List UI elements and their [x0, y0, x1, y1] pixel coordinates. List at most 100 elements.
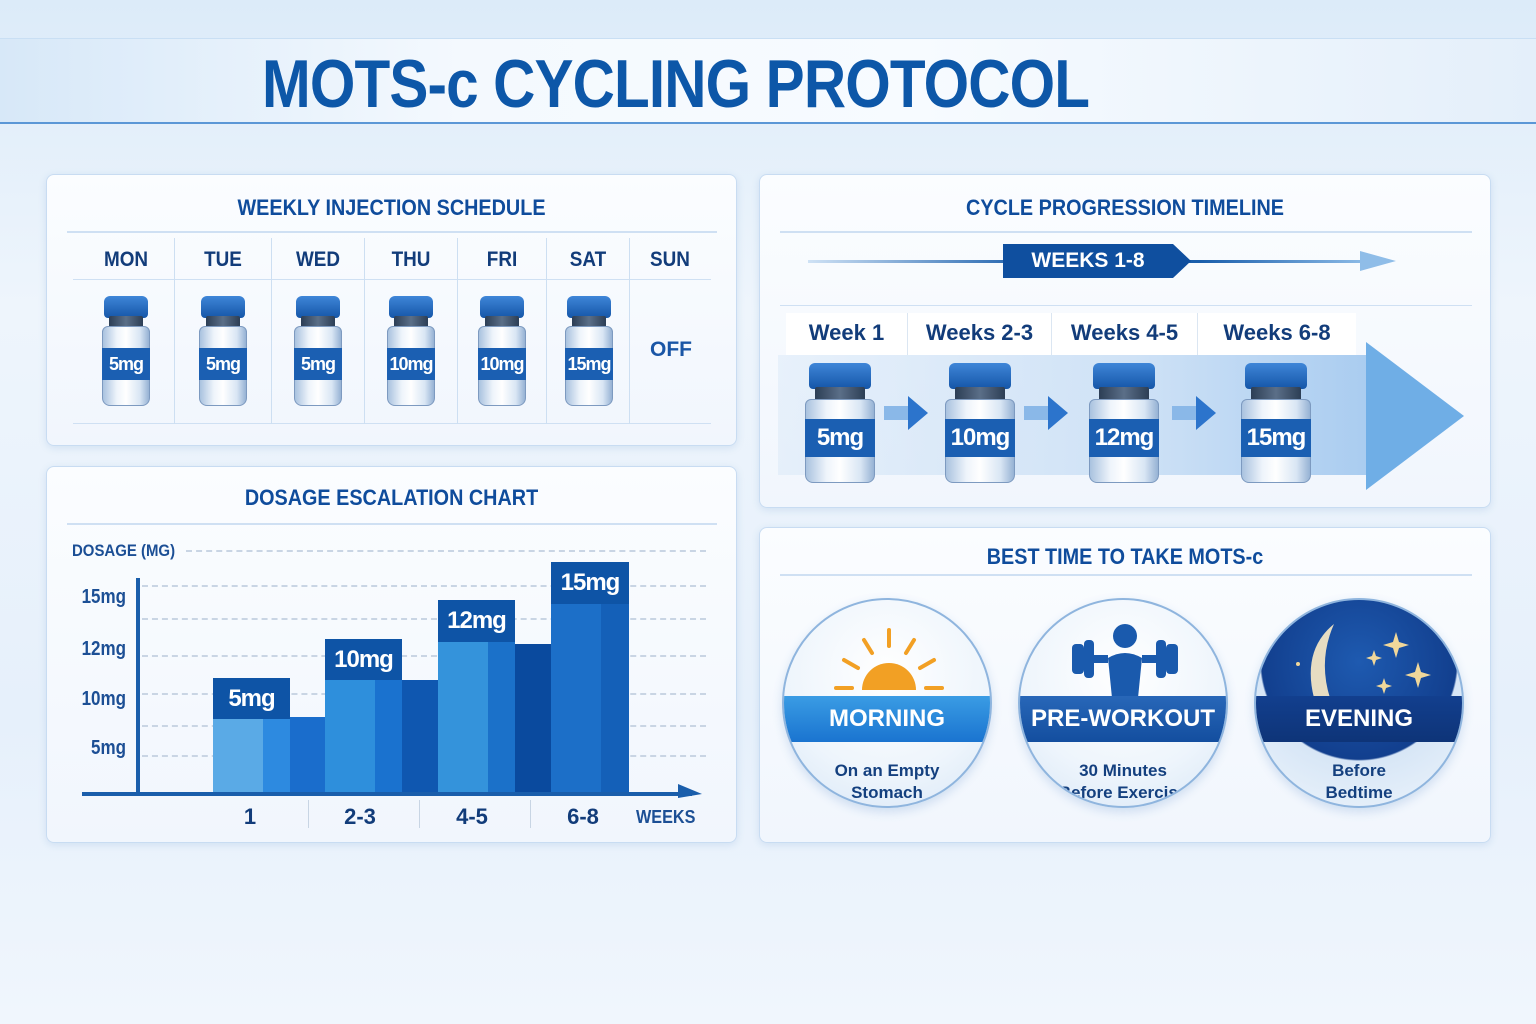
- divider: [73, 279, 711, 280]
- phase-header: Week 1: [786, 313, 908, 355]
- bar-week-2-3: [325, 680, 375, 792]
- day-column-wed: WED 5mg: [272, 238, 365, 424]
- bar-week-6-8: [551, 604, 601, 792]
- x-tick: 2-3: [344, 804, 376, 829]
- divider: [67, 231, 717, 233]
- day-column-sat: SAT 15mg: [547, 238, 630, 424]
- arrow-right-icon: [1172, 396, 1216, 430]
- bar-week-1: [213, 719, 263, 792]
- dose-label: 5mg: [199, 348, 247, 380]
- day-label: WED: [295, 248, 341, 271]
- dose-label: 10mg: [478, 348, 526, 380]
- day-column-thu: THU 10mg: [365, 238, 458, 424]
- phase-header: Weeks 2-3: [908, 313, 1052, 355]
- weeks-banner-label: WEEKS 1-8: [1031, 249, 1145, 272]
- dose-label: 5mg: [294, 348, 342, 380]
- dose-label: 10mg: [387, 348, 435, 380]
- x-axis-arrow-icon: [678, 784, 702, 798]
- x-axis: [82, 792, 692, 796]
- evening-sub: Before Bedtime: [1325, 761, 1393, 802]
- weeks-banner-tip: [1173, 244, 1191, 278]
- evening-circle: EVENING Before Bedtime: [1254, 598, 1464, 808]
- day-column-tue: TUE 5mg: [175, 238, 272, 424]
- day-column-sun: SUN OFF: [630, 238, 710, 424]
- divider: [67, 523, 717, 525]
- morning-circle: MORNING On an Empty Stomach: [782, 598, 992, 808]
- morning-label: MORNING: [784, 696, 990, 742]
- bar-week-2-3-side: [375, 680, 402, 792]
- bar-step: [515, 644, 551, 792]
- x-divider: [530, 800, 531, 828]
- dose-label: 10mg: [945, 419, 1015, 457]
- bar-label: 12mg: [438, 600, 515, 642]
- y-axis-label: DOSAGE (MG): [72, 541, 176, 560]
- bar-week-6-8-side: [601, 604, 629, 792]
- phase-header: Weeks 4-5: [1052, 313, 1198, 355]
- day-label: THU: [391, 248, 431, 271]
- dumbbell-person-icon: [1072, 624, 1178, 698]
- vial-icon: 15mg: [563, 296, 615, 406]
- bar-label: 15mg: [551, 562, 629, 604]
- arrow-right-icon: [884, 396, 928, 430]
- page-title: MOTS-c CYCLING PROTOCOL: [262, 46, 1090, 122]
- chart-title: DOSAGE ESCALATION CHART: [244, 485, 539, 510]
- divider: [780, 305, 1472, 306]
- sun-icon: [834, 628, 944, 690]
- bar-label: 10mg: [325, 639, 402, 680]
- divider: [73, 423, 711, 424]
- morning-sub: On an Empty Stomach: [834, 761, 940, 802]
- day-label: SAT: [569, 248, 607, 271]
- title-band: [0, 38, 1536, 124]
- divider: [780, 574, 1472, 576]
- vial-icon: 5mg: [292, 296, 344, 406]
- vial-icon: 10mg: [943, 363, 1017, 483]
- arrow-right-icon: [1024, 396, 1068, 430]
- dose-label: 15mg: [565, 348, 613, 380]
- evening-label: EVENING: [1256, 696, 1462, 742]
- moon-stars-icon: [1296, 624, 1431, 698]
- y-axis: [136, 578, 140, 794]
- x-divider: [308, 800, 309, 828]
- bar-week-4-5: [438, 642, 488, 792]
- vial-icon: 15mg: [1239, 363, 1313, 483]
- gridline: [142, 585, 706, 587]
- off-label: OFF: [650, 338, 692, 361]
- vial-icon: 5mg: [100, 296, 152, 406]
- bar-step: [290, 717, 325, 792]
- pre-workout-circle: PRE-WORKOUT 30 Minutes Before Exercise: [1018, 598, 1228, 808]
- divider: [780, 231, 1472, 233]
- vial-icon: 10mg: [476, 296, 528, 406]
- best-time-title: BEST TIME TO TAKE MOTS-c: [986, 544, 1264, 569]
- progress-arrow-head-icon: [1366, 342, 1464, 490]
- timeline-arrow-icon: [1360, 251, 1396, 271]
- dose-label: 12mg: [1089, 419, 1159, 457]
- bar-week-4-5-side: [488, 642, 515, 792]
- y-tick: 12mg: [81, 638, 126, 660]
- y-tick: 15mg: [81, 586, 126, 608]
- bar-label: 5mg: [213, 678, 290, 719]
- y-tick: 10mg: [81, 688, 126, 710]
- y-tick: 5mg: [91, 737, 126, 759]
- day-column-fri: FRI 10mg: [458, 238, 547, 424]
- gridline: [186, 550, 706, 552]
- x-divider: [419, 800, 420, 828]
- vial-icon: 5mg: [197, 296, 249, 406]
- day-label: FRI: [486, 248, 518, 271]
- vial-icon: 12mg: [1087, 363, 1161, 483]
- gridline: [142, 618, 706, 620]
- day-label: MON: [103, 248, 149, 271]
- dose-label: 5mg: [805, 419, 875, 457]
- weekly-schedule-title: WEEKLY INJECTION SCHEDULE: [237, 195, 546, 220]
- dose-label: 5mg: [102, 348, 150, 380]
- weeks-banner: WEEKS 1-8: [1003, 244, 1173, 278]
- timeline-title: CYCLE PROGRESSION TIMELINE: [966, 195, 1284, 220]
- gridline: [142, 655, 706, 657]
- x-tick: 1: [243, 804, 257, 829]
- vial-icon: 10mg: [385, 296, 437, 406]
- x-axis-label: WEEKS: [636, 807, 696, 827]
- pre-workout-label: PRE-WORKOUT: [1020, 696, 1226, 742]
- x-tick: 4-5: [456, 804, 488, 829]
- day-label: TUE: [204, 248, 242, 271]
- phase-header: Weeks 6-8: [1198, 313, 1356, 355]
- x-tick: 6-8: [567, 804, 599, 829]
